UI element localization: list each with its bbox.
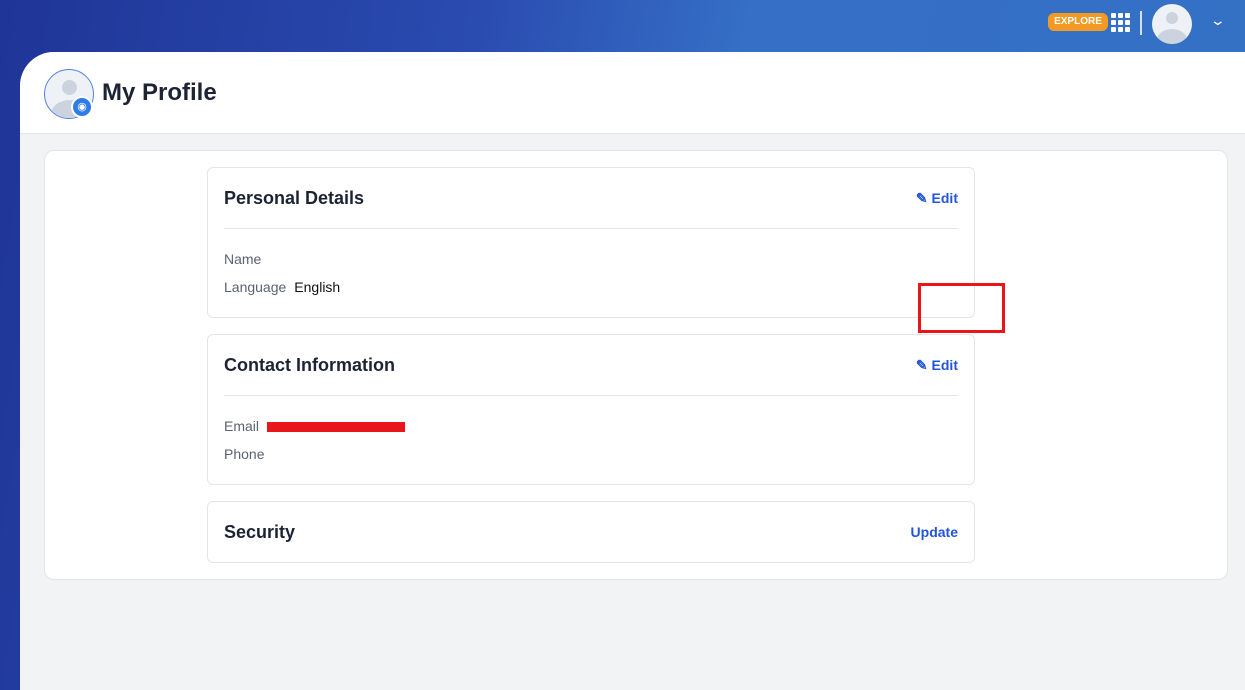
top-bar: EXPLORE ⌄ (0, 0, 1245, 52)
section-title: Contact Information (224, 355, 395, 375)
field-email: Email (224, 412, 958, 440)
field-label: Language (224, 279, 287, 295)
divider (1140, 11, 1142, 35)
update-security-button[interactable]: Update (910, 524, 958, 540)
field-label: Email (224, 418, 260, 434)
field-label: Name (224, 251, 262, 267)
field-value: English (294, 279, 341, 295)
edit-contact-information-button[interactable]: ✎ Edit (916, 357, 958, 374)
explore-button[interactable]: EXPLORE (1048, 13, 1108, 31)
camera-icon[interactable]: ◉ (71, 96, 93, 118)
user-avatar[interactable] (1152, 4, 1192, 44)
section-title: Security (224, 522, 296, 542)
page-title: My Profile (102, 79, 217, 106)
highlight-box (918, 283, 1005, 333)
page-header: ◉ My Profile (20, 52, 1245, 134)
grid-icon[interactable] (1111, 13, 1130, 32)
personal-details-card: Personal Details ✎ Edit Name Language Eng… (207, 167, 975, 318)
section-title: Personal Details (224, 188, 365, 208)
field-phone: Phone (224, 440, 958, 468)
pencil-icon: ✎ (915, 357, 928, 373)
field-name: Name (224, 245, 958, 273)
contact-information-card: Contact Information ✎ Edit Email Phone (207, 334, 975, 485)
redacted-email (267, 422, 406, 433)
security-card: Security Update (207, 501, 975, 563)
chevron-down-icon[interactable]: ⌄ (1209, 12, 1227, 28)
edit-label: Edit (931, 190, 958, 206)
pencil-icon: ✎ (915, 190, 928, 206)
edit-personal-details-button[interactable]: ✎ Edit (916, 190, 958, 207)
edit-label: Edit (931, 357, 958, 373)
field-label: Phone (224, 446, 265, 462)
field-language: Language English (224, 273, 958, 301)
